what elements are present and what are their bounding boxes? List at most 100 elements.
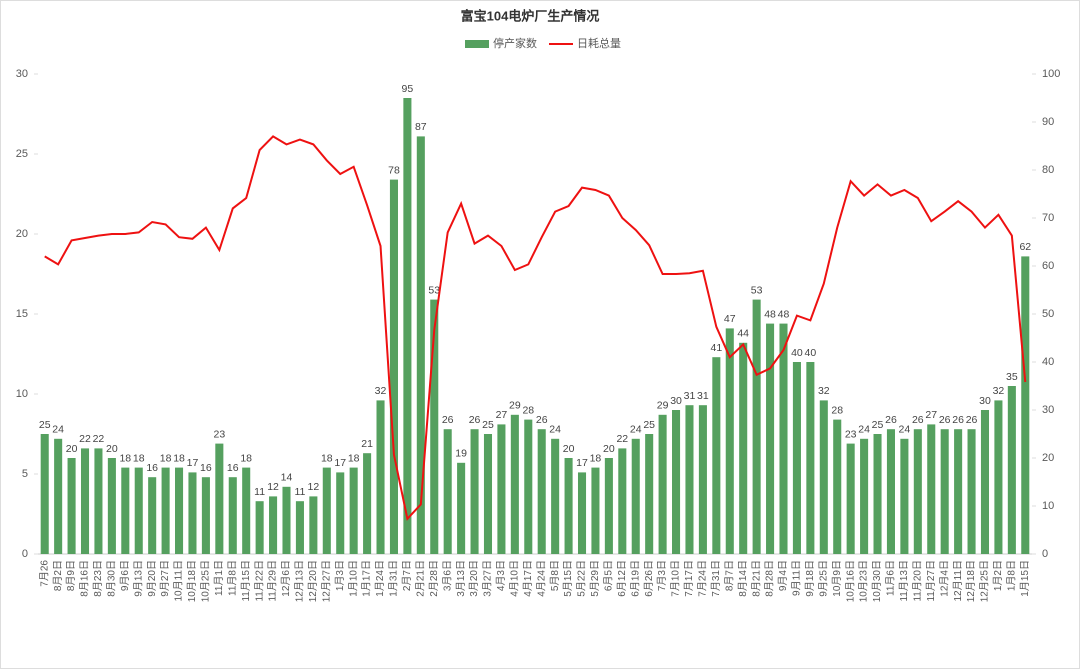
bar (67, 458, 76, 554)
bar (806, 362, 815, 554)
y2-tick-label: 30 (1042, 404, 1054, 416)
bar (980, 410, 990, 554)
x-tick-label: 10月16日 (844, 560, 856, 602)
bar (483, 434, 493, 554)
x-tick-label: 2月7日 (401, 560, 413, 591)
x-tick-label: 1月8日 (1005, 560, 1017, 591)
y-tick-label: 0 (22, 548, 28, 560)
bar (618, 448, 627, 554)
x-tick-label: 9月27日 (159, 560, 171, 597)
data-label: 16 (146, 462, 158, 474)
x-tick-label: 12月13日 (294, 560, 306, 602)
x-tick-label: 11月8日 (226, 560, 238, 596)
x-tick-label: 9月25日 (817, 560, 829, 597)
y-tick-label: 20 (16, 228, 28, 240)
x-tick-label: 6月26日 (643, 560, 655, 597)
bar (175, 467, 184, 554)
bar (121, 467, 130, 554)
bar (403, 98, 412, 554)
data-label: 53 (428, 284, 440, 296)
x-tick-label: 8月30日 (106, 560, 118, 597)
data-label: 32 (993, 385, 1005, 397)
data-label: 25 (39, 419, 51, 431)
x-tick-label: 4月24日 (535, 560, 547, 597)
bar (792, 362, 801, 554)
x-tick-label: 7月31日 (710, 560, 722, 597)
data-label: 18 (119, 452, 131, 464)
bar (188, 472, 197, 554)
data-label: 78 (388, 164, 400, 176)
data-label: 29 (509, 400, 521, 412)
data-label: 62 (1019, 241, 1031, 253)
y2-tick-label: 70 (1042, 212, 1054, 224)
data-label: 24 (52, 424, 64, 436)
x-tick-label: 5月8日 (549, 560, 561, 591)
bar (295, 501, 304, 554)
data-label: 26 (469, 414, 481, 426)
x-tick-label: 8月21日 (750, 560, 762, 597)
bar (645, 434, 654, 554)
x-tick-label: 3月27日 (482, 560, 494, 597)
x-tick-label: 10月18日 (186, 560, 198, 602)
data-label: 24 (549, 424, 561, 436)
x-tick-label: 6月19日 (629, 560, 641, 597)
bar (954, 429, 963, 554)
bar (658, 414, 667, 554)
bar (148, 477, 157, 554)
data-label: 18 (348, 452, 360, 464)
data-label: 26 (536, 414, 548, 426)
y2-tick-label: 10 (1042, 500, 1054, 512)
bar (698, 405, 707, 554)
y-tick-label: 10 (16, 388, 28, 400)
bar (443, 429, 452, 554)
data-label: 20 (106, 443, 118, 455)
x-tick-label: 8月16日 (79, 560, 91, 597)
data-label: 41 (710, 342, 722, 354)
legend-label: 停产家数 (493, 36, 537, 50)
data-label: 32 (375, 385, 387, 397)
bar (228, 477, 237, 554)
data-label: 24 (899, 424, 911, 436)
x-tick-label: 6月5日 (603, 560, 615, 591)
data-label: 30 (979, 395, 991, 407)
data-label: 47 (724, 313, 736, 325)
bar (752, 299, 761, 554)
x-tick-label: 11月22日 (253, 560, 265, 602)
bar (322, 467, 331, 554)
bar (940, 429, 949, 554)
x-tick-label: 11月27日 (925, 560, 937, 602)
x-tick-label: 11月6日 (885, 560, 897, 596)
x-tick-label: 8月9日 (65, 560, 77, 591)
x-tick-label: 11月1日 (213, 560, 225, 596)
bar (242, 467, 251, 554)
bar (860, 438, 869, 554)
bar (537, 429, 546, 554)
x-tick-label: 5月15日 (562, 560, 574, 597)
chart-title: 富宝104电炉厂生产情况 (461, 8, 600, 23)
bar (134, 467, 143, 554)
data-label: 40 (791, 347, 803, 359)
x-tick-label: 8月23日 (92, 560, 104, 597)
data-label: 87 (415, 121, 427, 133)
bar (497, 424, 506, 554)
bar (54, 438, 63, 554)
bar (712, 357, 721, 554)
x-tick-label: 9月6日 (119, 560, 131, 591)
bar (363, 453, 372, 554)
bar (416, 136, 425, 554)
x-tick-label: 7月26 (38, 560, 50, 587)
bar (779, 323, 788, 554)
x-tick-label: 4月17日 (522, 560, 534, 597)
x-tick-label: 9月18日 (804, 560, 816, 597)
x-tick-label: 9月11日 (791, 560, 803, 596)
x-tick-label: 4月3日 (495, 560, 507, 591)
bar (604, 458, 613, 554)
x-tick-label: 8月2日 (52, 560, 64, 591)
data-label: 22 (93, 433, 105, 445)
bar (967, 429, 976, 554)
x-tick-label: 3月6日 (441, 560, 453, 591)
bar (107, 458, 116, 554)
y2-tick-label: 40 (1042, 356, 1054, 368)
bar (685, 405, 694, 554)
